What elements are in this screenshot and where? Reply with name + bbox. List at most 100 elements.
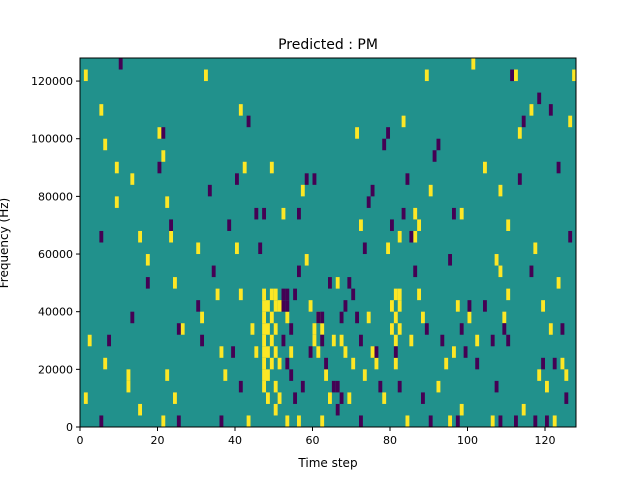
high-intensity-cell (517, 127, 522, 139)
high-intensity-cell (103, 357, 108, 370)
high-intensity-cell (235, 242, 239, 255)
high-intensity-cell (173, 392, 177, 404)
high-intensity-cell (312, 334, 317, 347)
high-intensity-cell (87, 334, 92, 347)
low-intensity-cell (521, 115, 526, 128)
low-intensity-cell (281, 300, 286, 312)
high-intensity-cell (393, 311, 398, 324)
low-intensity-cell (455, 415, 460, 427)
low-intensity-cell (130, 311, 135, 324)
high-intensity-cell (277, 357, 282, 370)
high-intensity-cell (374, 357, 379, 370)
low-intensity-cell (339, 311, 344, 324)
low-intensity-cell (289, 323, 294, 335)
high-intensity-cell (262, 369, 267, 381)
high-intensity-cell (200, 311, 205, 324)
high-intensity-cell (269, 288, 274, 301)
high-intensity-cell (568, 115, 573, 128)
high-intensity-cell (455, 300, 460, 312)
high-intensity-cell (219, 346, 224, 358)
high-intensity-cell (297, 415, 301, 427)
low-intensity-cell (289, 369, 294, 381)
high-intensity-cell (397, 323, 402, 335)
high-intensity-cell (262, 300, 267, 312)
low-intensity-cell (514, 415, 518, 427)
y-tick-label: 60000 (38, 248, 73, 261)
high-intensity-cell (83, 69, 88, 82)
low-intensity-cell (548, 104, 553, 116)
high-intensity-cell (382, 392, 387, 404)
y-axis: 0 20000 40000 60000 80000 100000 120000 (31, 75, 80, 434)
high-intensity-cell (362, 369, 367, 381)
low-intensity-cell (328, 277, 332, 289)
high-intensity-cell (266, 300, 270, 312)
low-intensity-cell (254, 207, 259, 220)
high-intensity-cell (254, 346, 259, 358)
low-intensity-cell (510, 69, 515, 82)
low-intensity-cell (397, 380, 402, 393)
low-intensity-cell (405, 173, 410, 185)
high-intensity-cell (541, 300, 546, 312)
low-intensity-cell (537, 92, 542, 105)
x-tick-label: 60 (306, 434, 320, 447)
high-intensity-cell (242, 161, 247, 174)
low-intensity-cell (320, 311, 325, 324)
heatmap-cells (83, 58, 577, 427)
high-intensity-cell (114, 161, 119, 174)
high-intensity-cell (347, 392, 352, 404)
x-axis-label: Time step (297, 456, 357, 470)
high-intensity-cell (413, 230, 418, 243)
high-intensity-cell (196, 242, 201, 255)
high-intensity-cell (370, 346, 375, 358)
high-intensity-cell (459, 207, 464, 220)
high-intensity-cell (273, 288, 278, 301)
low-intensity-cell (533, 415, 538, 427)
low-intensity-cell (568, 230, 573, 243)
high-intensity-cell (537, 369, 542, 381)
high-intensity-cell (405, 415, 410, 427)
high-intensity-cell (269, 357, 274, 370)
high-intensity-cell (417, 219, 422, 231)
y-tick-label: 0 (66, 421, 73, 434)
high-intensity-cell (560, 357, 565, 370)
chart-title: Predicted : PM (278, 37, 378, 53)
low-intensity-cell (324, 357, 329, 370)
high-intensity-cell (262, 323, 267, 335)
x-tick-label: 120 (535, 434, 556, 447)
low-intensity-cell (452, 207, 456, 220)
low-intensity-cell (281, 288, 286, 301)
low-intensity-cell (564, 392, 569, 404)
low-intensity-cell (498, 415, 503, 427)
high-intensity-cell (269, 161, 274, 174)
low-intensity-cell (339, 392, 344, 404)
high-intensity-cell (545, 380, 549, 393)
low-intensity-cell (300, 380, 305, 393)
high-intensity-cell (126, 380, 131, 393)
low-intensity-cell (235, 173, 239, 185)
low-intensity-cell (424, 323, 429, 335)
low-intensity-cell (351, 288, 356, 301)
low-intensity-cell (316, 311, 321, 324)
low-intensity-cell (312, 173, 317, 185)
low-intensity-cell (494, 380, 499, 393)
low-intensity-cell (157, 161, 162, 174)
high-intensity-cell (99, 104, 104, 116)
high-intensity-cell (262, 346, 267, 358)
low-intensity-cell (463, 346, 468, 358)
high-intensity-cell (165, 196, 170, 208)
high-intensity-cell (498, 184, 503, 197)
low-intensity-cell (169, 219, 174, 231)
low-intensity-cell (176, 415, 181, 427)
high-intensity-cell (266, 323, 270, 335)
x-tick-label: 80 (383, 434, 397, 447)
high-intensity-cell (428, 184, 433, 197)
high-intensity-cell (316, 346, 321, 358)
high-intensity-cell (533, 242, 538, 255)
high-intensity-cell (289, 346, 294, 358)
low-intensity-cell (107, 334, 112, 347)
high-intensity-cell (498, 265, 503, 278)
high-intensity-cell (266, 392, 270, 404)
low-intensity-cell (556, 161, 561, 174)
y-tick-label: 40000 (38, 306, 73, 319)
